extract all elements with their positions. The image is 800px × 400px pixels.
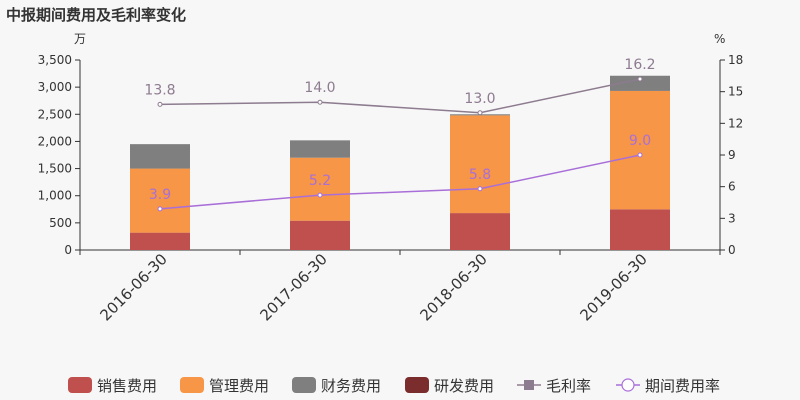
series-point (317, 99, 323, 105)
data-label: 5.2 (309, 173, 331, 189)
x-tick-label: 2016-06-30 (96, 250, 170, 324)
legend-label: 期间费用率 (645, 377, 720, 395)
bar-segment (130, 168, 190, 233)
bar-segment (450, 115, 510, 214)
bar-segment (610, 209, 670, 250)
right-axis-unit: % (714, 32, 725, 46)
left-tick-label: 1,000 (38, 189, 72, 203)
series-point (477, 110, 483, 116)
right-tick-label: 12 (728, 116, 743, 130)
chart-title: 中报期间费用及毛利率变化 (6, 6, 186, 24)
legend-marker (621, 378, 635, 392)
bar-segment (290, 140, 350, 158)
series-point (637, 76, 643, 82)
legend-label: 研发费用 (434, 377, 494, 395)
bar-segment (130, 144, 190, 169)
left-tick-label: 3,500 (38, 53, 72, 67)
right-tick-label: 0 (728, 243, 736, 257)
bar-segment (290, 157, 350, 221)
series-point (637, 152, 643, 158)
left-tick-label: 2,500 (38, 107, 72, 121)
left-tick-label: 0 (64, 243, 72, 257)
legend-marker (524, 380, 534, 390)
bar-segment (290, 220, 350, 250)
data-label: 3.9 (149, 187, 171, 203)
right-tick-label: 18 (728, 53, 743, 67)
series-point (317, 192, 323, 198)
right-tick-label: 3 (728, 211, 736, 225)
left-tick-label: 500 (49, 216, 72, 230)
bar-segment (610, 75, 670, 91)
x-tick-label: 2019-06-30 (576, 250, 650, 324)
legend-swatch (292, 377, 316, 393)
legend-label: 财务费用 (321, 377, 381, 395)
series-point (157, 101, 163, 107)
data-label: 5.8 (469, 167, 491, 183)
legend-swatch (180, 377, 204, 393)
legend-label: 管理费用 (209, 377, 269, 395)
right-tick-label: 15 (728, 85, 743, 99)
right-tick-label: 9 (728, 148, 736, 162)
bar-segment (610, 90, 670, 210)
left-tick-label: 3,000 (38, 80, 72, 94)
x-tick-label: 2017-06-30 (256, 250, 330, 324)
legend: 销售费用 管理费用 财务费用 研发费用 毛利率 期间费用率 (68, 377, 720, 395)
data-label: 14.0 (304, 80, 335, 96)
data-label: 16.2 (624, 57, 655, 73)
left-tick-label: 1,500 (38, 162, 72, 176)
series-point (477, 186, 483, 192)
bar-segment (450, 213, 510, 250)
left-tick-label: 2,000 (38, 134, 72, 148)
x-tick-label: 2018-06-30 (416, 250, 490, 324)
bar-segment (130, 232, 190, 250)
data-label: 9.0 (629, 133, 651, 149)
legend-swatch (68, 377, 92, 393)
legend-label: 毛利率 (546, 377, 591, 395)
right-tick-label: 6 (728, 180, 736, 194)
series-line (159, 154, 641, 210)
data-label: 13.0 (464, 91, 495, 107)
legend-label: 销售费用 (97, 377, 157, 395)
legend-swatch (405, 377, 429, 393)
bars (130, 75, 670, 250)
series-point (157, 206, 163, 212)
series-line (159, 78, 641, 114)
data-label: 13.8 (144, 82, 175, 98)
lines (157, 76, 643, 212)
left-axis-unit: 万 (74, 32, 86, 46)
data-labels: 13.8 14.0 13.0 16.2 3.9 5.2 5.8 9.0 (144, 57, 655, 203)
